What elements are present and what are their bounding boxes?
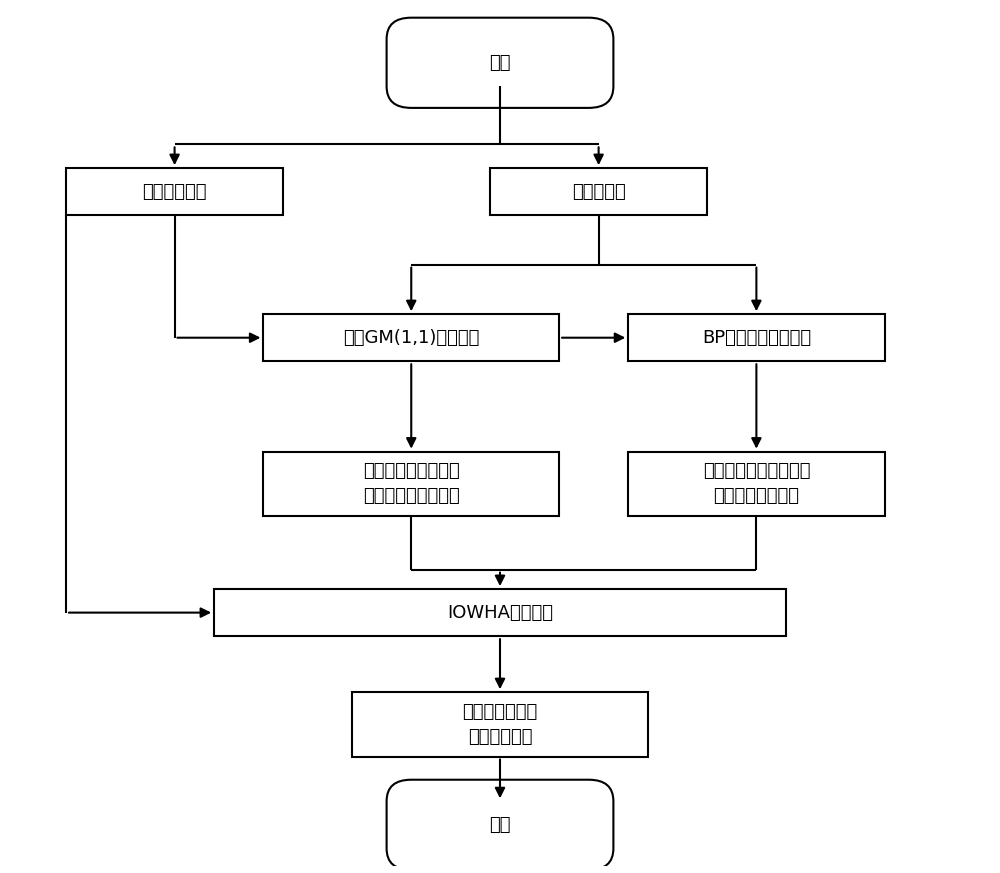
FancyBboxPatch shape bbox=[387, 17, 613, 108]
FancyBboxPatch shape bbox=[263, 314, 559, 361]
FancyBboxPatch shape bbox=[66, 168, 283, 216]
Text: IOWHA组合模型: IOWHA组合模型 bbox=[447, 603, 553, 622]
Text: 采集新数据: 采集新数据 bbox=[572, 182, 625, 201]
FancyBboxPatch shape bbox=[214, 589, 786, 636]
FancyBboxPatch shape bbox=[490, 168, 707, 216]
Text: 结束: 结束 bbox=[489, 815, 511, 834]
FancyBboxPatch shape bbox=[628, 451, 885, 516]
Text: 开始: 开始 bbox=[489, 54, 511, 72]
FancyBboxPatch shape bbox=[628, 314, 885, 361]
FancyBboxPatch shape bbox=[352, 692, 648, 757]
Text: 最终管道腐蚀缺
陷尺寸预测值: 最终管道腐蚀缺 陷尺寸预测值 bbox=[462, 703, 538, 746]
Text: BP神经网络预测模型: BP神经网络预测模型 bbox=[702, 329, 811, 347]
Text: 预测新数据检测时间点
管道腐蚀缺陷尺寸: 预测新数据检测时间点 管道腐蚀缺陷尺寸 bbox=[703, 462, 810, 505]
FancyBboxPatch shape bbox=[387, 780, 613, 870]
FancyBboxPatch shape bbox=[263, 451, 559, 516]
Text: 采集历史数据: 采集历史数据 bbox=[142, 182, 207, 201]
Text: 预测新数据检测时间
点管道腐蚀缺陷尺寸: 预测新数据检测时间 点管道腐蚀缺陷尺寸 bbox=[363, 462, 460, 505]
Text: 灰色GM(1,1)预测模型: 灰色GM(1,1)预测模型 bbox=[343, 329, 479, 347]
